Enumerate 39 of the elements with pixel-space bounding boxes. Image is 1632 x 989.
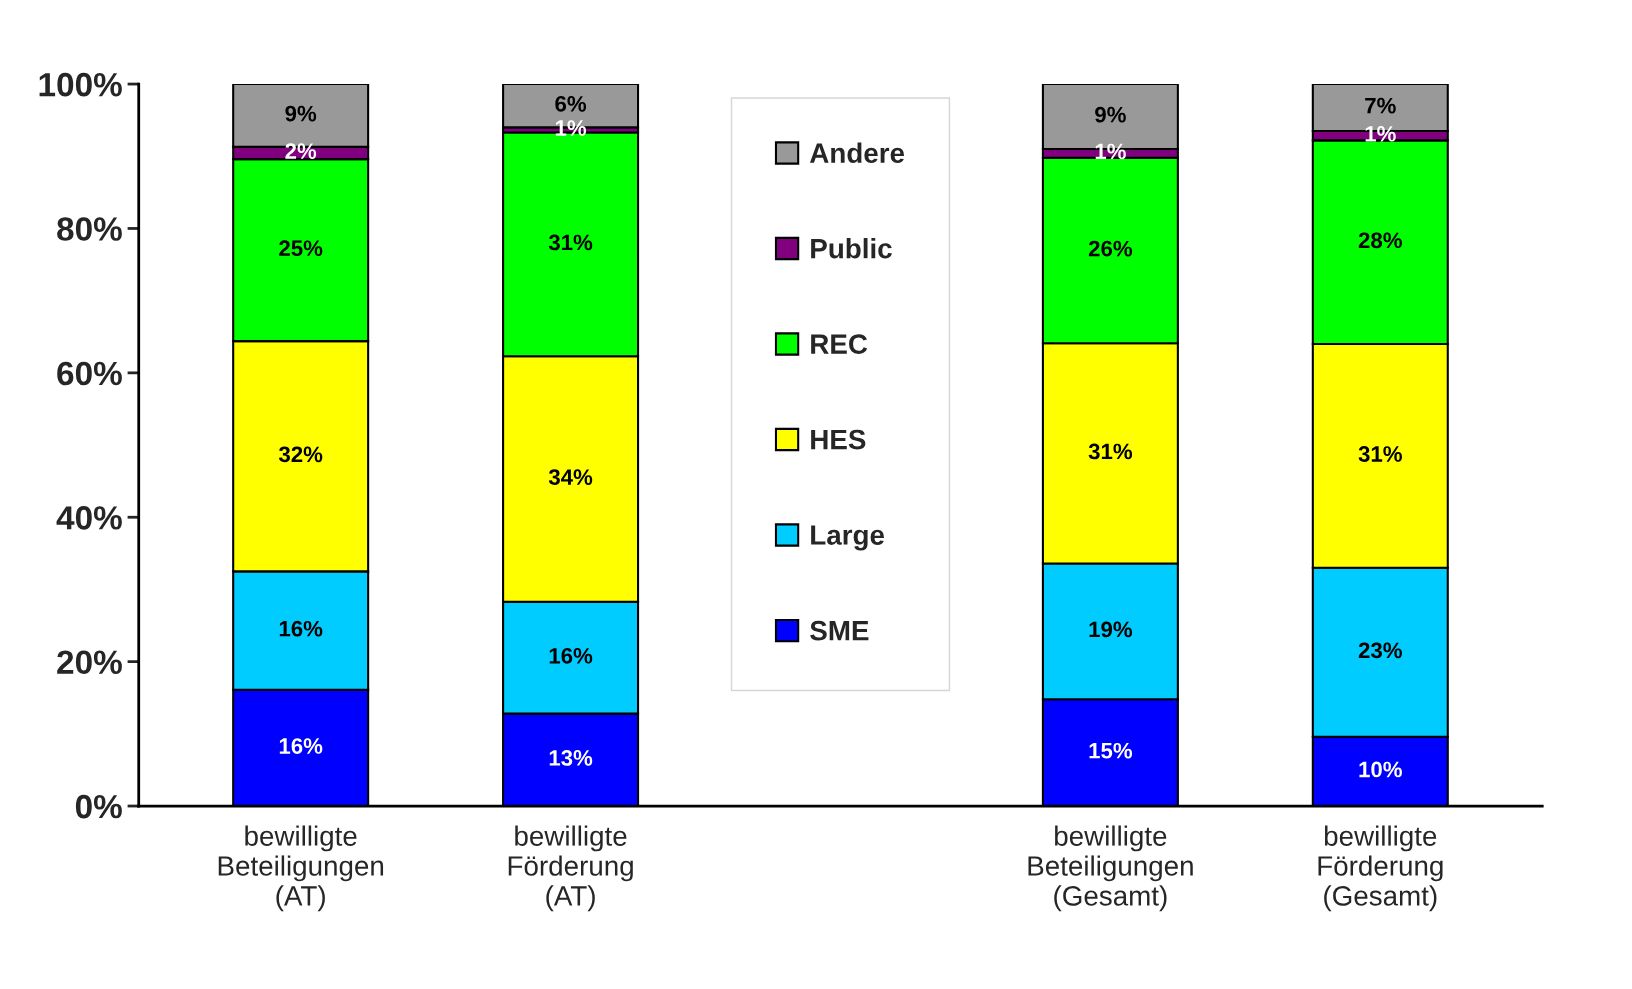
- x-tick-label: bewilligte Beteiligungen (Gesamt): [1028, 825, 1193, 912]
- y-tick-label: 60%: [57, 361, 122, 386]
- data-label: 7%: [1365, 97, 1396, 114]
- x-tick-label: bewilligte Förderung (AT): [508, 825, 633, 912]
- data-label: 23%: [1358, 642, 1402, 659]
- data-label: 10%: [1359, 761, 1402, 778]
- data-label: 1%: [1095, 143, 1126, 160]
- data-label: 34%: [548, 469, 593, 485]
- x-tick-label: bewilligte Förderung (Gesamt): [1318, 825, 1443, 912]
- data-label: 26%: [1088, 240, 1133, 257]
- y-tick-label: 0%: [75, 794, 122, 819]
- y-tick-label: 20%: [57, 650, 122, 675]
- data-label: 16%: [279, 738, 323, 754]
- data-label: 31%: [1358, 446, 1402, 462]
- legend-label: HES: [811, 429, 866, 450]
- legend-label: Large: [811, 525, 884, 551]
- data-label: 2%: [285, 143, 317, 159]
- y-tick-label: 100%: [39, 72, 122, 97]
- data-label: 1%: [1365, 125, 1396, 142]
- legend-label: Andere: [809, 142, 905, 163]
- data-label: 32%: [278, 446, 323, 463]
- data-label: 16%: [279, 620, 323, 637]
- legend-label: SME: [810, 620, 869, 641]
- data-label: 31%: [1088, 443, 1133, 460]
- data-label: 13%: [549, 750, 593, 766]
- data-label: 25%: [279, 240, 323, 257]
- legend-label: REC: [811, 334, 868, 354]
- x-tick-label: bewilligte Beteiligungen (AT): [218, 825, 384, 912]
- data-label: 16%: [549, 647, 593, 664]
- y-tick-label: 80%: [57, 217, 122, 241]
- data-label: 19%: [1089, 621, 1133, 638]
- data-label: 6%: [555, 95, 587, 112]
- data-label: 9%: [1095, 106, 1126, 123]
- data-label: 15%: [1089, 742, 1133, 759]
- legend-label: Public: [811, 238, 892, 259]
- data-label: 31%: [548, 234, 593, 251]
- y-tick-label: 40%: [56, 506, 122, 530]
- data-label: 9%: [285, 105, 317, 122]
- data-label: 28%: [1358, 232, 1402, 249]
